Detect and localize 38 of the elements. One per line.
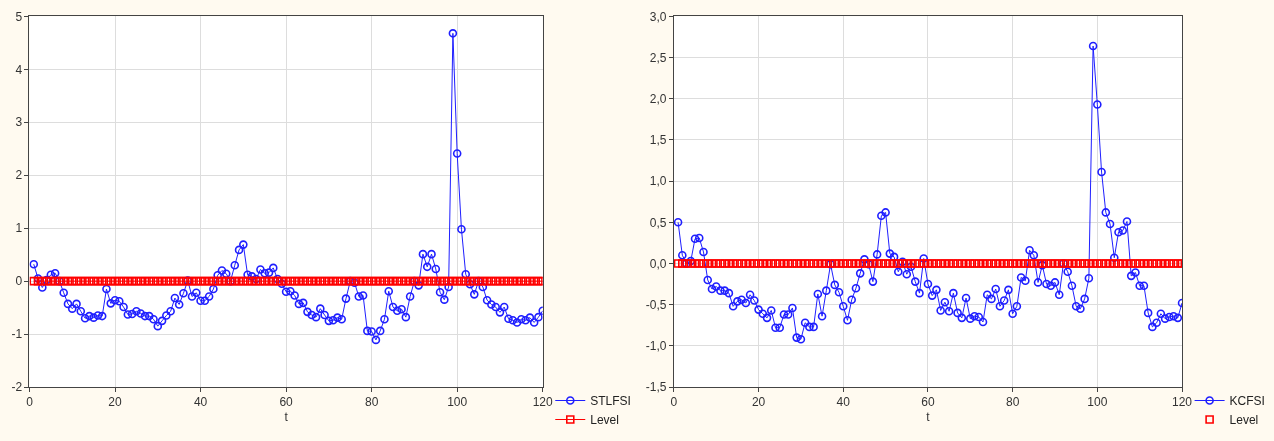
- y-tick-label: 2,5: [649, 50, 667, 65]
- y-tick-label: 1: [15, 221, 23, 236]
- legend-label: Level: [590, 413, 619, 428]
- x-axis-title: t: [284, 410, 289, 425]
- y-tick-label: -1,0: [645, 339, 667, 354]
- y-tick-label: -2: [11, 380, 23, 395]
- y-tick-label: 1,5: [649, 133, 667, 148]
- y-tick-label: 3: [15, 115, 23, 130]
- x-tick-label: 100: [1087, 395, 1108, 410]
- y-tick-label: 0,0: [649, 256, 667, 271]
- x-tick-label: 0: [670, 395, 678, 410]
- y-tick-label: 3,0: [649, 9, 667, 24]
- x-tick-label: 80: [1005, 395, 1020, 410]
- y-tick-label: 0: [15, 274, 23, 289]
- x-tick-label: 40: [836, 395, 851, 410]
- x-tick-label: 20: [751, 395, 766, 410]
- y-tick-label: 1,0: [649, 174, 667, 189]
- legend-label: STLFSI: [590, 394, 631, 409]
- y-tick-label: -0,5: [645, 297, 667, 312]
- x-tick-label: 120: [532, 395, 554, 410]
- y-tick-label: -1,5: [645, 380, 667, 395]
- x-tick-label: 20: [108, 395, 123, 410]
- y-tick-label: 2,0: [649, 91, 667, 106]
- legend-label: KCFSI: [1229, 394, 1265, 409]
- x-tick-label: 60: [279, 395, 294, 410]
- x-axis-title: t: [926, 410, 931, 425]
- y-tick-label: 2: [15, 168, 23, 183]
- x-tick-label: 0: [26, 395, 34, 410]
- x-tick-label: 40: [193, 395, 208, 410]
- x-tick-label: 80: [364, 395, 379, 410]
- y-tick-label: 4: [15, 62, 23, 77]
- x-tick-label: 60: [921, 395, 935, 410]
- x-tick-label: 100: [447, 395, 468, 410]
- legend-label: Level: [1229, 413, 1259, 428]
- y-tick-label: 0,5: [649, 215, 667, 230]
- x-tick-label: 120: [1172, 395, 1193, 410]
- y-tick-label: -1: [11, 327, 23, 342]
- y-tick-label: 5: [15, 9, 23, 24]
